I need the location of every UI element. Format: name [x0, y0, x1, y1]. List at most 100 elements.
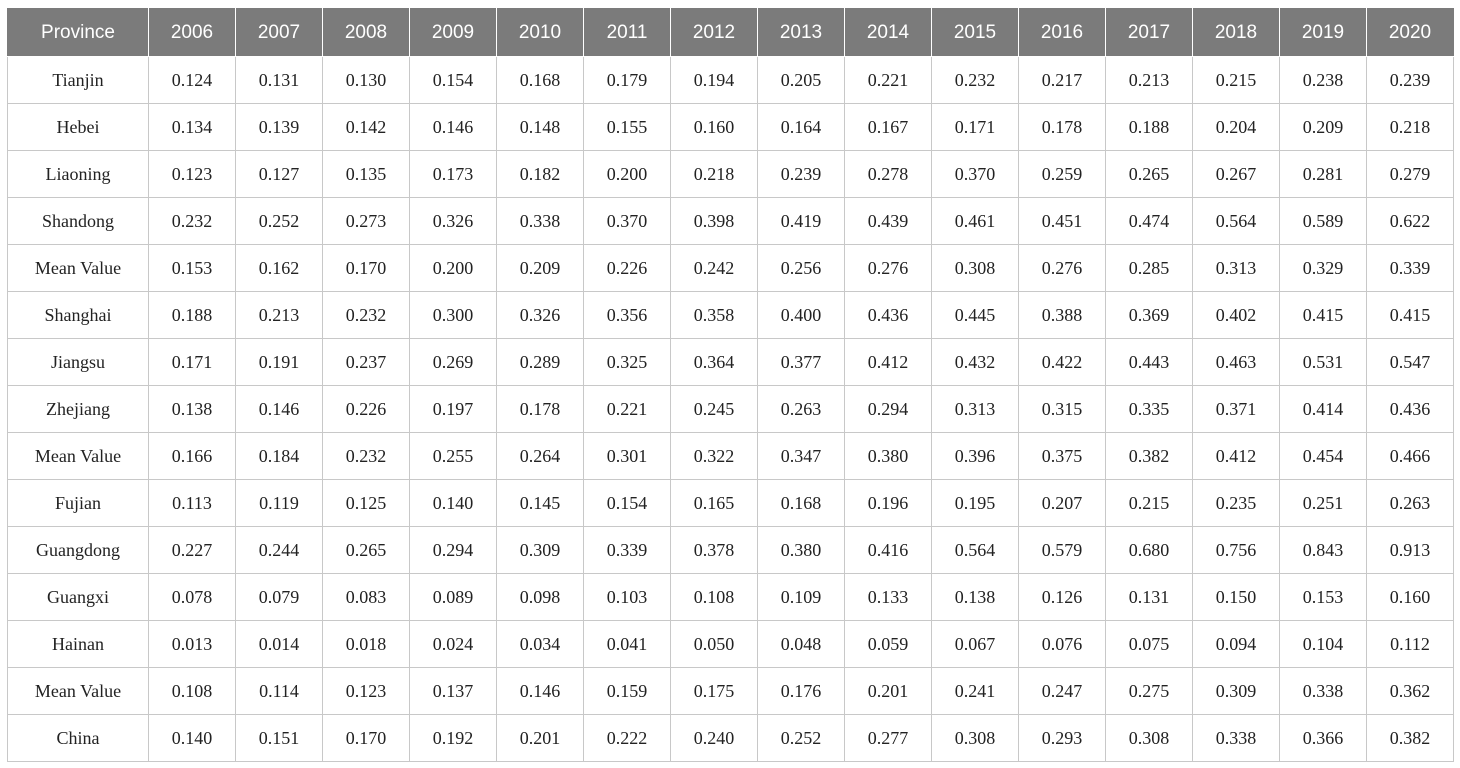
value-cell: 0.213	[235, 291, 323, 339]
value-cell: 0.313	[1192, 244, 1280, 292]
value-cell: 0.300	[409, 291, 497, 339]
value-cell: 0.380	[757, 526, 845, 574]
value-cell: 0.204	[1192, 103, 1280, 151]
value-cell: 0.264	[496, 432, 584, 480]
value-cell: 0.182	[496, 150, 584, 198]
value-cell: 0.245	[670, 385, 758, 433]
value-cell: 0.103	[583, 573, 671, 621]
value-cell: 0.094	[1192, 620, 1280, 668]
value-cell: 0.294	[409, 526, 497, 574]
row-label-cell: Mean Value	[7, 667, 149, 715]
value-cell: 0.267	[1192, 150, 1280, 198]
value-cell: 0.050	[670, 620, 758, 668]
value-cell: 0.293	[1018, 714, 1106, 762]
value-cell: 0.133	[844, 573, 932, 621]
value-cell: 0.113	[148, 479, 236, 527]
value-cell: 0.171	[931, 103, 1019, 151]
value-cell: 0.160	[1366, 573, 1454, 621]
value-cell: 0.145	[496, 479, 584, 527]
value-cell: 0.188	[148, 291, 236, 339]
value-cell: 0.436	[844, 291, 932, 339]
value-cell: 0.213	[1105, 56, 1193, 104]
value-cell: 0.358	[670, 291, 758, 339]
value-cell: 0.309	[496, 526, 584, 574]
value-cell: 0.137	[409, 667, 497, 715]
value-cell: 0.194	[670, 56, 758, 104]
value-cell: 0.338	[496, 197, 584, 245]
value-cell: 0.098	[496, 573, 584, 621]
value-cell: 0.474	[1105, 197, 1193, 245]
row-label-cell: Zhejiang	[7, 385, 149, 433]
value-cell: 0.197	[409, 385, 497, 433]
value-cell: 0.325	[583, 338, 671, 386]
value-cell: 0.124	[148, 56, 236, 104]
value-cell: 0.412	[844, 338, 932, 386]
value-cell: 0.309	[1192, 667, 1280, 715]
table-row: Liaoning 0.123 0.127 0.135 0.173 0.182 0.200 0.…	[7, 150, 1454, 198]
column-header-2006: 2006	[148, 8, 236, 57]
column-header-2015: 2015	[931, 8, 1019, 57]
value-cell: 0.150	[1192, 573, 1280, 621]
table-row: Hebei 0.134 0.139 0.142 0.146 0.148 0.155 0.160…	[7, 103, 1454, 151]
value-cell: 0.445	[931, 291, 1019, 339]
value-cell: 0.238	[1279, 56, 1367, 104]
row-label-cell: Liaoning	[7, 150, 149, 198]
value-cell: 0.140	[409, 479, 497, 527]
value-cell: 0.589	[1279, 197, 1367, 245]
row-label-cell: Shanghai	[7, 291, 149, 339]
value-cell: 0.443	[1105, 338, 1193, 386]
value-cell: 0.259	[1018, 150, 1106, 198]
value-cell: 0.195	[931, 479, 1019, 527]
value-cell: 0.140	[148, 714, 236, 762]
value-cell: 0.013	[148, 620, 236, 668]
row-label-cell: Guangxi	[7, 573, 149, 621]
value-cell: 0.221	[844, 56, 932, 104]
table-row: Mean Value 0.153 0.162 0.170 0.200 0.209 0.226…	[7, 244, 1454, 292]
value-cell: 0.168	[757, 479, 845, 527]
value-cell: 0.130	[322, 56, 410, 104]
value-cell: 0.153	[148, 244, 236, 292]
value-cell: 0.078	[148, 573, 236, 621]
value-cell: 0.244	[235, 526, 323, 574]
value-cell: 0.419	[757, 197, 845, 245]
value-cell: 0.285	[1105, 244, 1193, 292]
table-row: Shandong 0.232 0.252 0.273 0.326 0.338 0.370 0.…	[7, 197, 1454, 245]
value-cell: 0.164	[757, 103, 845, 151]
column-header-2008: 2008	[322, 8, 410, 57]
table-row: Jiangsu 0.171 0.191 0.237 0.269 0.289 0.325 0.3…	[7, 338, 1454, 386]
value-cell: 0.276	[844, 244, 932, 292]
table-row: Fujian 0.113 0.119 0.125 0.140 0.145 0.154 0.16…	[7, 479, 1454, 527]
row-label-cell: China	[7, 714, 149, 762]
value-cell: 0.123	[148, 150, 236, 198]
value-cell: 0.215	[1105, 479, 1193, 527]
value-cell: 0.165	[670, 479, 758, 527]
value-cell: 0.388	[1018, 291, 1106, 339]
value-cell: 0.247	[1018, 667, 1106, 715]
column-header-2020: 2020	[1366, 8, 1454, 57]
column-header-province: Province	[7, 8, 149, 57]
value-cell: 0.184	[235, 432, 323, 480]
value-cell: 0.134	[148, 103, 236, 151]
value-cell: 0.564	[1192, 197, 1280, 245]
column-header-2007: 2007	[235, 8, 323, 57]
value-cell: 0.226	[322, 385, 410, 433]
value-cell: 0.301	[583, 432, 671, 480]
value-cell: 0.913	[1366, 526, 1454, 574]
value-cell: 0.191	[235, 338, 323, 386]
value-cell: 0.178	[496, 385, 584, 433]
value-cell: 0.308	[1105, 714, 1193, 762]
value-cell: 0.326	[409, 197, 497, 245]
value-cell: 0.119	[235, 479, 323, 527]
value-cell: 0.436	[1366, 385, 1454, 433]
table-row: Hainan 0.013 0.014 0.018 0.024 0.034 0.041 0.05…	[7, 620, 1454, 668]
value-cell: 0.371	[1192, 385, 1280, 433]
value-cell: 0.322	[670, 432, 758, 480]
value-cell: 0.680	[1105, 526, 1193, 574]
value-cell: 0.153	[1279, 573, 1367, 621]
value-cell: 0.275	[1105, 667, 1193, 715]
value-cell: 0.237	[322, 338, 410, 386]
value-cell: 0.067	[931, 620, 1019, 668]
value-cell: 0.083	[322, 573, 410, 621]
value-cell: 0.313	[931, 385, 1019, 433]
value-cell: 0.200	[409, 244, 497, 292]
